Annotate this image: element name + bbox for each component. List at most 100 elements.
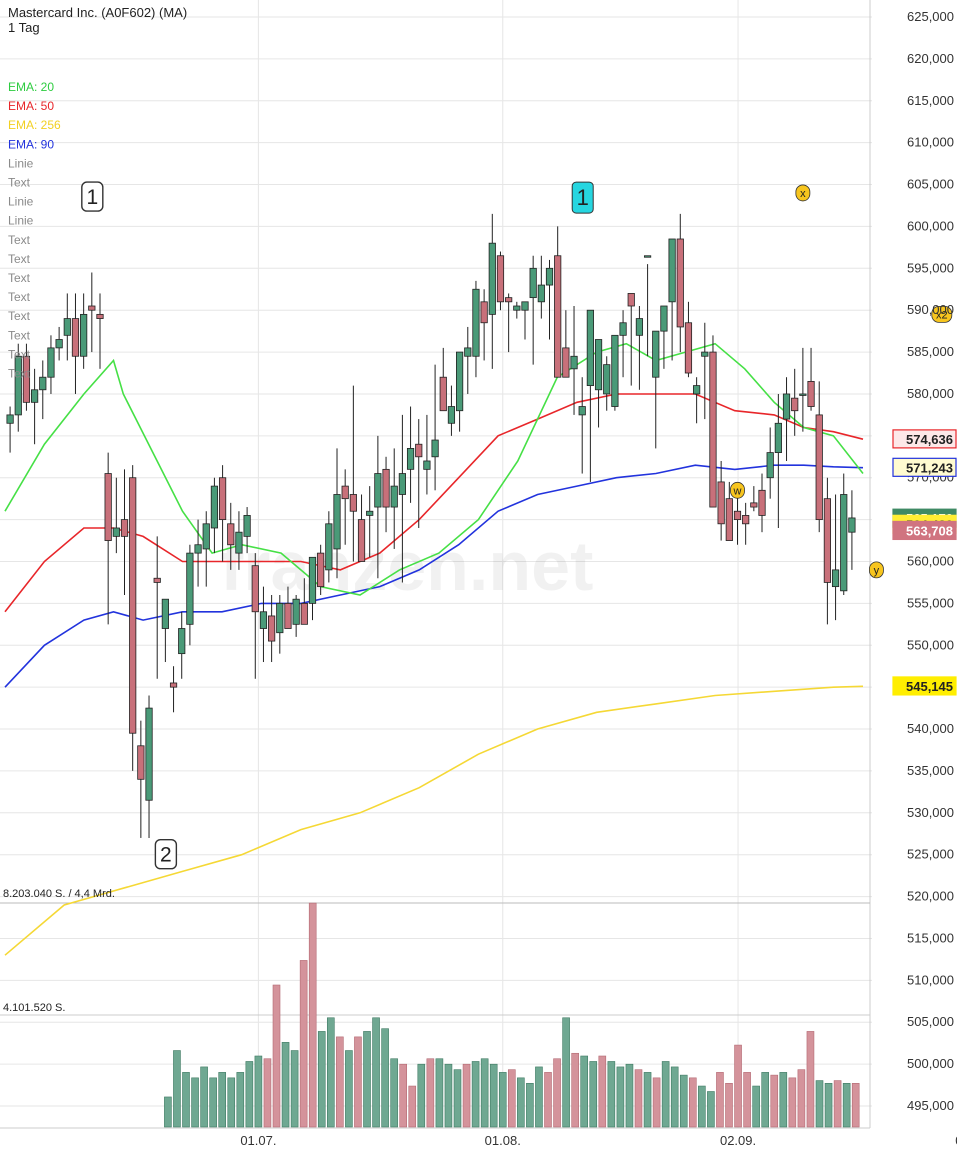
legend-item[interactable]: Linie [8, 195, 34, 209]
legend[interactable]: EMA: 20 EMA: 50 EMA: 256 EMA: 90 Linie Text Li… [8, 80, 61, 381]
volume-bar [679, 1074, 688, 1128]
candle [791, 368, 799, 436]
volume-bar [164, 1096, 172, 1128]
legend-item[interactable]: Linie [8, 214, 34, 228]
volume-bar [191, 1077, 199, 1128]
volume-bar [227, 1077, 236, 1128]
candle-body [96, 313, 104, 319]
legend-item[interactable]: Text [8, 367, 31, 381]
candle-body [39, 376, 47, 391]
candle-body [529, 267, 537, 299]
candle-body [63, 318, 71, 336]
volume-bar [589, 1061, 598, 1128]
candle-body [799, 393, 807, 396]
x-tick-label: 01.10. [955, 1133, 957, 1148]
wave-label-box [795, 184, 811, 202]
candle-body [120, 519, 129, 537]
candle [235, 511, 243, 570]
volume-bar [698, 1085, 706, 1128]
legend-item[interactable]: Text [8, 328, 31, 342]
candle-body [488, 242, 496, 315]
volume-bar [290, 1050, 299, 1128]
candle-body [104, 473, 112, 541]
y-tick-label: 615,000 [907, 93, 954, 108]
candle-body [513, 305, 521, 311]
candle-body [848, 517, 856, 533]
volume-bar [507, 1069, 516, 1128]
volume-mid-label: 4.101.520 S. [3, 1002, 65, 1014]
legend-item[interactable]: Text [8, 233, 31, 247]
wave-labels: 1212xwyx2z [81, 181, 953, 870]
legend-item[interactable]: Text [8, 347, 31, 361]
legend-item[interactable]: EMA: 256 [8, 118, 61, 132]
candle [545, 259, 554, 340]
candle [709, 335, 717, 508]
volume-bar [670, 1066, 679, 1128]
candle [210, 477, 219, 554]
candle [153, 536, 161, 679]
volume-bar [489, 1063, 498, 1128]
candle-body [750, 502, 758, 508]
candle-body [308, 556, 317, 604]
legend-item[interactable]: Text [8, 271, 31, 285]
candle-body [431, 439, 439, 458]
legend-item[interactable]: Text [8, 309, 31, 323]
candle-body [627, 293, 635, 307]
candle [848, 490, 856, 570]
volume-bar [245, 1061, 254, 1128]
legend-item[interactable]: EMA: 50 [8, 99, 54, 113]
legend-item[interactable]: Text [8, 252, 31, 266]
legend-item[interactable]: EMA: 20 [8, 80, 54, 94]
candle-body [840, 494, 848, 592]
candle [227, 502, 235, 570]
legend-item[interactable]: Linie [8, 156, 34, 170]
candle-body [823, 498, 831, 583]
legend-item[interactable]: Text [8, 176, 31, 190]
volume-labels: 8.203.040 S. / 4,4 Mrd. 4.101.520 S. [3, 888, 115, 1014]
wave-label-box [931, 305, 953, 323]
volume-bar [372, 1017, 380, 1128]
candle-body [652, 330, 660, 378]
candle [529, 255, 537, 365]
candle-body [22, 355, 31, 403]
candle-body [505, 297, 513, 303]
candle [218, 465, 227, 562]
y-tick-label: 600,000 [907, 218, 954, 233]
candle-body [472, 288, 480, 357]
price-tags: 574,636571,243565,170564,439563,708545,1… [892, 429, 957, 696]
candle-body [55, 339, 63, 349]
candle [570, 306, 578, 415]
candle [88, 272, 96, 353]
volume-bar [317, 1031, 326, 1128]
candle [660, 305, 668, 369]
y-tick-label: 505,000 [907, 1014, 954, 1029]
volume-bar [625, 1063, 634, 1128]
legend-item[interactable]: EMA: 90 [8, 137, 54, 151]
x-tick-label: 01.08. [485, 1133, 521, 1148]
candle [725, 481, 733, 541]
candle-body [259, 611, 268, 629]
volume-bar [788, 1077, 797, 1128]
volume-bar [752, 1085, 760, 1128]
volume-bar [480, 1058, 489, 1128]
candle [349, 385, 357, 562]
legend-item[interactable]: Text [8, 290, 31, 304]
candle-body [300, 602, 308, 625]
candle [603, 356, 611, 411]
candle [357, 494, 366, 562]
candle-body [464, 347, 472, 357]
chart-interval: 1 Tag [8, 20, 40, 35]
wave-label-text: 2 [160, 844, 172, 867]
volume-bar [806, 1031, 815, 1128]
candle-body [480, 301, 488, 324]
candle [243, 507, 251, 554]
candle [161, 598, 169, 663]
volume-bar [218, 1072, 226, 1128]
y-tick-label: 620,000 [907, 51, 954, 66]
volume-bar [743, 1072, 751, 1128]
candle [521, 301, 529, 340]
ema-256-line [4, 685, 864, 956]
volume-bar [544, 1072, 552, 1128]
candle [586, 309, 594, 482]
